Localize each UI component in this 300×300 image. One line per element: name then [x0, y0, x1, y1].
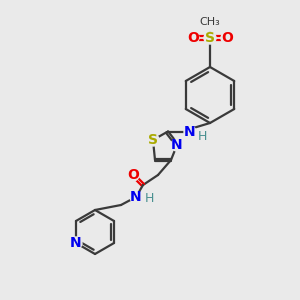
Circle shape [187, 32, 199, 44]
Circle shape [147, 134, 159, 146]
Text: N: N [171, 138, 183, 152]
Text: O: O [221, 31, 233, 45]
Circle shape [144, 194, 154, 204]
Text: H: H [197, 130, 207, 142]
Text: O: O [127, 168, 139, 182]
Circle shape [184, 126, 196, 138]
Circle shape [204, 32, 216, 44]
Text: N: N [130, 190, 142, 204]
Text: N: N [184, 125, 196, 139]
Circle shape [130, 191, 142, 203]
Text: H: H [144, 193, 154, 206]
Text: S: S [148, 133, 158, 147]
Text: O: O [187, 31, 199, 45]
Text: S: S [205, 31, 215, 45]
Text: N: N [70, 236, 82, 250]
Text: CH₃: CH₃ [200, 17, 220, 27]
Circle shape [201, 13, 219, 31]
Circle shape [171, 139, 183, 151]
Circle shape [221, 32, 233, 44]
Circle shape [70, 237, 82, 249]
Circle shape [197, 131, 207, 141]
Circle shape [127, 169, 139, 181]
